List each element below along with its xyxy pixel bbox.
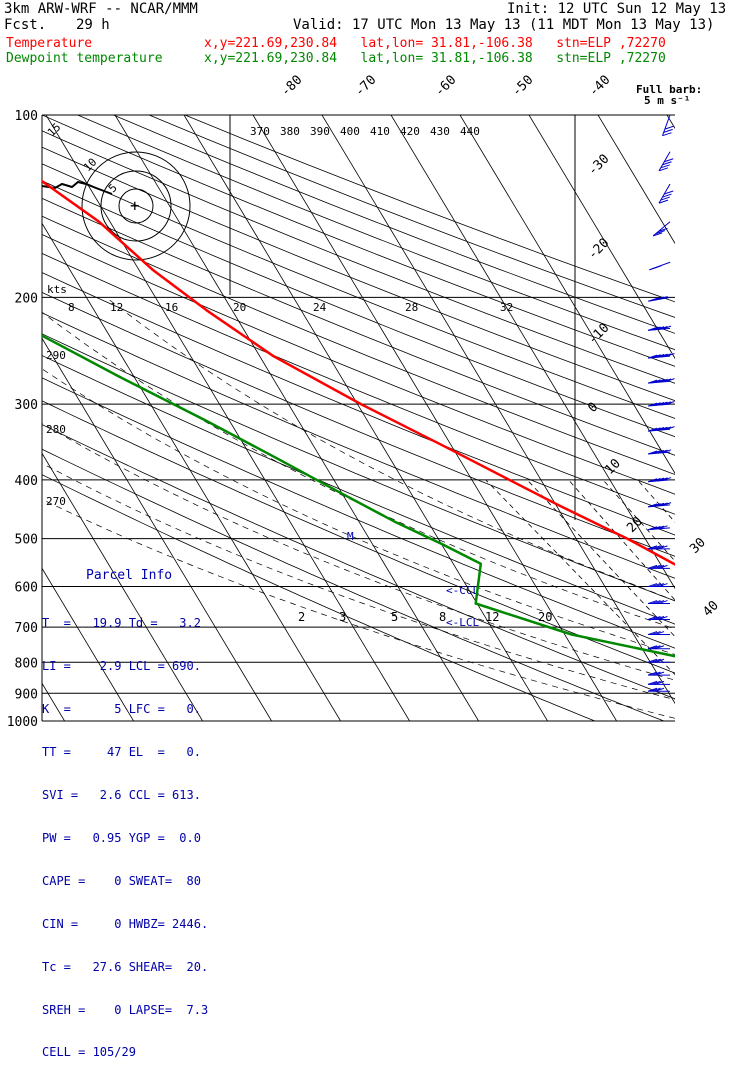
mixing-ratio-label: 12 <box>485 610 499 624</box>
pressure-tick-label: 600 <box>15 581 38 596</box>
parcel-row: T = 19.9 Td = 3.2 <box>42 616 240 630</box>
parcel-row: LI = 2.9 LCL = 690. <box>42 659 240 673</box>
parcel-row: SVI = 2.6 CCL = 613. <box>42 788 240 802</box>
isotherm-label: -60 <box>432 73 459 100</box>
parcel-row: CAPE = 0 SWEAT= 80 <box>42 874 240 888</box>
wind-barb <box>648 584 670 587</box>
isotherm-label: 30 <box>687 535 709 557</box>
mixing-ratio-label: 2 <box>298 610 305 624</box>
wind-barb <box>648 354 674 359</box>
pressure-tick-label: 300 <box>15 398 38 413</box>
isotherm-line <box>667 115 740 721</box>
wind-barb <box>648 379 674 384</box>
wind-barb <box>662 115 673 136</box>
theta-label: 400 <box>340 125 360 138</box>
wind-barb <box>648 503 671 507</box>
theta-label: 370 <box>250 125 270 138</box>
wind-barb <box>648 632 670 635</box>
theta-label: 280 <box>46 423 66 436</box>
parcel-row: PW = 0.95 YGP = 0.0 <box>42 831 240 845</box>
wind-barb <box>648 672 670 675</box>
isotherm-label: -10 <box>585 321 612 348</box>
wind-barb <box>648 659 670 662</box>
parcel-row: TT = 47 EL = 0. <box>42 745 240 759</box>
hodograph-kts-label: kts <box>47 283 67 296</box>
level-marker-label: <-CCL <box>446 584 479 597</box>
wind-barb-flag <box>653 266 662 269</box>
isotherm-label: -20 <box>585 236 612 263</box>
parcel-row: Tc = 27.6 SHEAR= 20. <box>42 960 240 974</box>
wind-barb <box>648 546 670 549</box>
upper-scale-label: 8 <box>68 301 75 314</box>
upper-scale-label: 28 <box>405 301 418 314</box>
hodograph-plus-icon: + <box>130 196 140 215</box>
isotherm-line <box>736 115 740 721</box>
upper-scale-label: 20 <box>233 301 246 314</box>
wind-barb <box>648 646 670 649</box>
parcel-row: SREH = 0 LAPSE= 7.3 <box>42 1003 240 1017</box>
pressure-tick-label: 200 <box>15 291 38 306</box>
parcel-info-title: Parcel Info <box>86 569 240 583</box>
wind-barb <box>648 681 670 684</box>
theta-label: 380 <box>280 125 300 138</box>
isotherm-label: -80 <box>278 73 305 100</box>
theta-label: 270 <box>46 495 66 508</box>
wind-barb <box>648 427 674 432</box>
wind-barb <box>648 450 671 454</box>
theta-label: 440 <box>460 125 480 138</box>
pressure-tick-label: 800 <box>15 656 38 671</box>
wind-barb <box>653 222 670 236</box>
upper-scale-label: 16 <box>165 301 178 314</box>
mixing-ratio-label: 5 <box>391 610 398 624</box>
pressure-tick-label: 100 <box>15 109 38 124</box>
theta-label: 430 <box>430 125 450 138</box>
wind-barb <box>648 565 670 568</box>
pressure-tick-label: 400 <box>15 474 38 489</box>
wind-barb <box>648 601 670 604</box>
mixing-ratio-label: 3 <box>339 610 346 624</box>
wind-barb-staff <box>662 115 670 136</box>
isotherm-label: 10 <box>602 456 624 478</box>
isotherm-label: -70 <box>352 73 379 100</box>
isotherm-label: -50 <box>509 73 536 100</box>
wind-barb <box>659 152 673 171</box>
isotherm-label: 0 <box>585 400 601 416</box>
parcel-row: CIN = 0 HWBZ= 2446. <box>42 917 240 931</box>
theta-label: 410 <box>370 125 390 138</box>
mixing-ratio-line <box>486 480 720 721</box>
level-marker-label: M <box>347 530 354 543</box>
dry-adiabat-line <box>185 115 740 721</box>
isotherm-line <box>460 115 740 721</box>
upper-scale-label: 12 <box>110 301 123 314</box>
isotherm-label: -40 <box>586 73 613 100</box>
isotherm-label: -30 <box>585 152 612 179</box>
theta-label: 420 <box>400 125 420 138</box>
theta-label: 390 <box>310 125 330 138</box>
wind-barb <box>648 617 670 620</box>
mixing-ratio-label: 20 <box>538 610 552 624</box>
pressure-tick-label: 1000 <box>7 715 38 730</box>
wind-barbs <box>648 115 675 691</box>
upper-scale-label: 32 <box>500 301 513 314</box>
pressure-tick-label: 700 <box>15 621 38 636</box>
parcel-info-panel: Parcel Info T = 19.9 Td = 3.2 LI = 2.9 L… <box>42 540 240 730</box>
wind-barb <box>648 326 671 330</box>
parcel-row: CELL = 105/29 <box>42 1045 240 1059</box>
level-marker-label: <-LCL <box>446 616 479 629</box>
upper-scale-label: 24 <box>313 301 327 314</box>
wind-barb <box>649 262 670 270</box>
isotherm-line <box>253 115 617 721</box>
pressure-tick-label: 500 <box>15 533 38 548</box>
isotherm-label: 40 <box>700 598 722 620</box>
isotherm-line <box>598 115 740 721</box>
theta-label: 290 <box>46 349 66 362</box>
parcel-row: K = 5 LFC = 0. <box>42 702 240 716</box>
pressure-tick-label: 900 <box>15 687 38 702</box>
wind-barb <box>659 184 673 203</box>
